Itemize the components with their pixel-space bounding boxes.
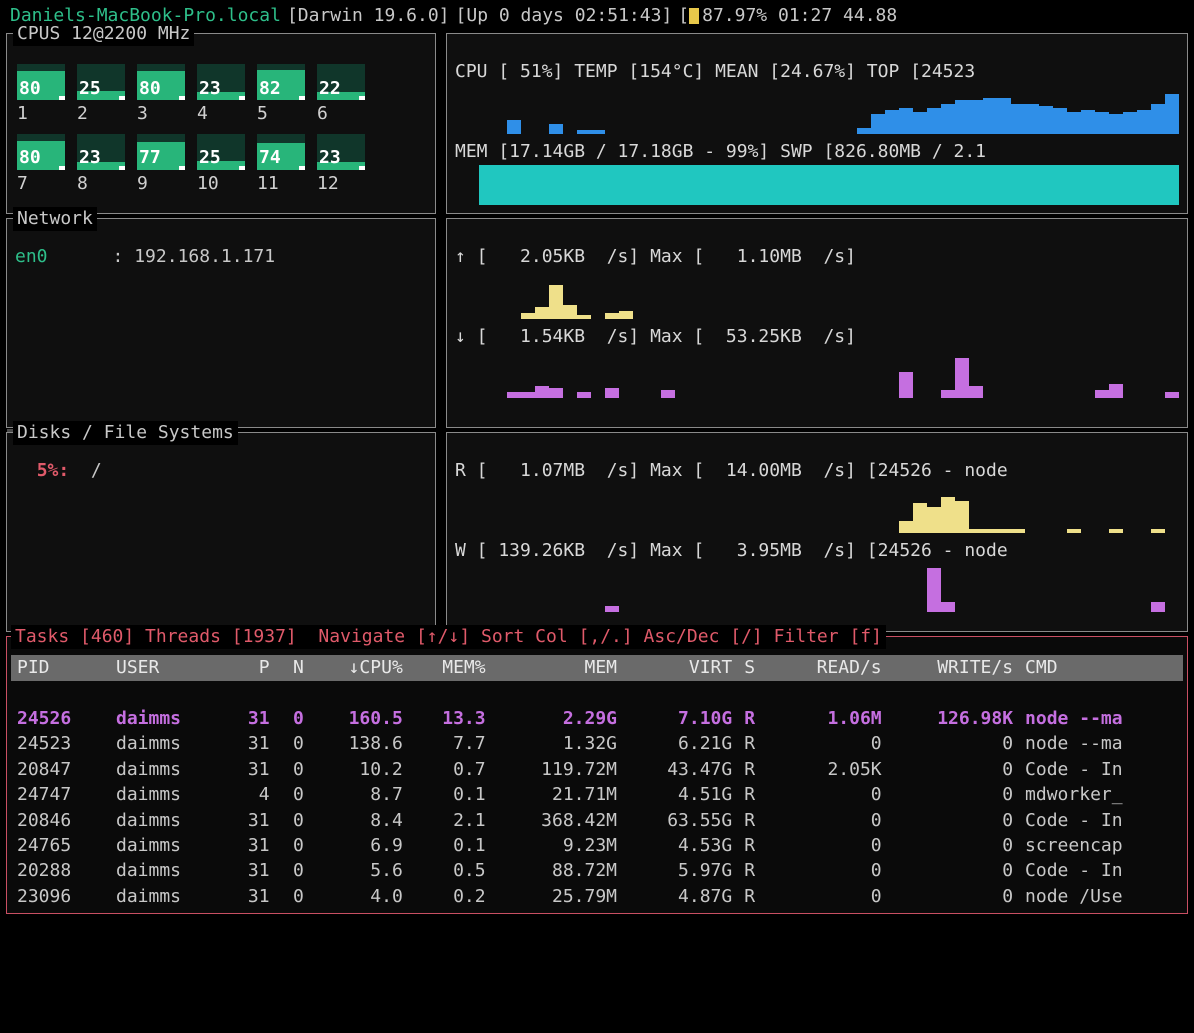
col-mem[interactable]: MEM [492,655,623,680]
col-read-s[interactable]: READ/s [772,655,887,680]
disk-write-line: W [ 139.26KB /s] Max [ 3.95MB /s] [24526… [455,539,1179,562]
os-version: [Darwin 19.6.0] [287,4,450,27]
network-panel: Network en0 : 192.168.1.171 [6,218,436,428]
cpu-summary-panel: CPU [ 51%] TEMP [154°C] MEAN [24.67%] TO… [446,33,1188,214]
battery: [87.97% 01:27 44.88 [678,4,897,27]
mem-bar [479,165,1179,205]
cpu-core-8: 238 [77,134,133,195]
network-io-panel: ↑ [ 2.05KB /s] Max [ 1.10MB /s] ↓ [ 1.54… [446,218,1188,428]
network-interface: en0 : 192.168.1.171 [15,245,427,268]
disks-panel: Disks / File Systems 5%: / [6,432,436,632]
col-write-s[interactable]: WRITE/s [888,655,1019,680]
table-row[interactable]: 24526daimms310160.513.32.29G7.10GR1.06M1… [11,706,1183,731]
table-row[interactable]: 24747daimms408.70.121.71M4.51GR00mdworke… [11,782,1183,807]
net-up-line: ↑ [ 2.05KB /s] Max [ 1.10MB /s] [455,245,1179,268]
tasks-table[interactable]: PIDUSERPN↓CPU%MEM%MEMVIRTSREAD/sWRITE/sC… [11,655,1183,909]
table-row[interactable]: 20846daimms3108.42.1368.42M63.55GR00Code… [11,808,1183,833]
col-p[interactable]: P [225,655,275,680]
col-user[interactable]: USER [110,655,225,680]
col-pid[interactable]: PID [11,655,110,680]
net-up-sparkline [479,271,1179,319]
cpu-core-9: 779 [137,134,193,195]
tasks-title: Tasks [460] Threads [1937] Navigate [↑/↓… [11,625,886,648]
cpu-core-5: 825 [257,64,313,125]
cpus-grid: 801252803234825226 807238779251074112312 [15,60,427,199]
disk-read-sparkline [479,485,1179,533]
cpu-core-3: 803 [137,64,193,125]
table-row[interactable]: 20847daimms31010.20.7119.72M43.47GR2.05K… [11,757,1183,782]
mem-line: MEM [17.14GB / 17.18GB - 99%] SWP [826.8… [455,140,1179,163]
tasks-header-row[interactable]: PIDUSERPN↓CPU%MEM%MEMVIRTSREAD/sWRITE/sC… [11,655,1183,680]
battery-icon [689,8,699,24]
table-row[interactable]: 23096daimms3104.00.225.79M4.87GR00node /… [11,884,1183,909]
col-cmd[interactable]: CMD [1019,655,1183,680]
col-s[interactable]: S [738,655,772,680]
cpu-core-6: 226 [317,64,373,125]
cpus-panel: CPUS 12@2200 MHz 80125280323482522680723… [6,33,436,214]
disk-write-sparkline [479,564,1179,612]
cpu-core-11: 7411 [257,134,313,195]
net-down-sparkline [479,350,1179,398]
table-row[interactable]: 24523daimms310138.67.71.32G6.21GR00node … [11,731,1183,756]
cpu-core-12: 2312 [317,134,373,195]
disk-io-panel: R [ 1.07MB /s] Max [ 14.00MB /s] [24526 … [446,432,1188,632]
cpu-core-7: 807 [17,134,73,195]
cpu-sparkline [479,86,1179,134]
cpu-core-1: 801 [17,64,73,125]
disk-mount-line: 5%: / [15,459,427,482]
cpu-core-4: 234 [197,64,253,125]
col-mem-[interactable]: MEM% [409,655,492,680]
network-title: Network [13,207,97,230]
cpu-core-10: 2510 [197,134,253,195]
table-row[interactable]: 24765daimms3106.90.19.23M4.53GR00screenc… [11,833,1183,858]
table-row[interactable]: 20288daimms3105.60.588.72M5.97GR00Code -… [11,858,1183,883]
net-down-line: ↓ [ 1.54KB /s] Max [ 53.25KB /s] [455,325,1179,348]
disk-read-line: R [ 1.07MB /s] Max [ 14.00MB /s] [24526 … [455,459,1179,482]
cpu-core-2: 252 [77,64,133,125]
col-virt[interactable]: VIRT [623,655,738,680]
tasks-panel: Tasks [460] Threads [1937] Navigate [↑/↓… [6,636,1188,914]
col--cpu-[interactable]: ↓CPU% [310,655,409,680]
uptime: [Up 0 days 02:51:43] [456,4,673,27]
cpus-title: CPUS 12@2200 MHz [13,22,194,45]
col-n[interactable]: N [276,655,310,680]
cpu-summary-line: CPU [ 51%] TEMP [154°C] MEAN [24.67%] TO… [455,60,1179,83]
disks-title: Disks / File Systems [13,421,238,444]
